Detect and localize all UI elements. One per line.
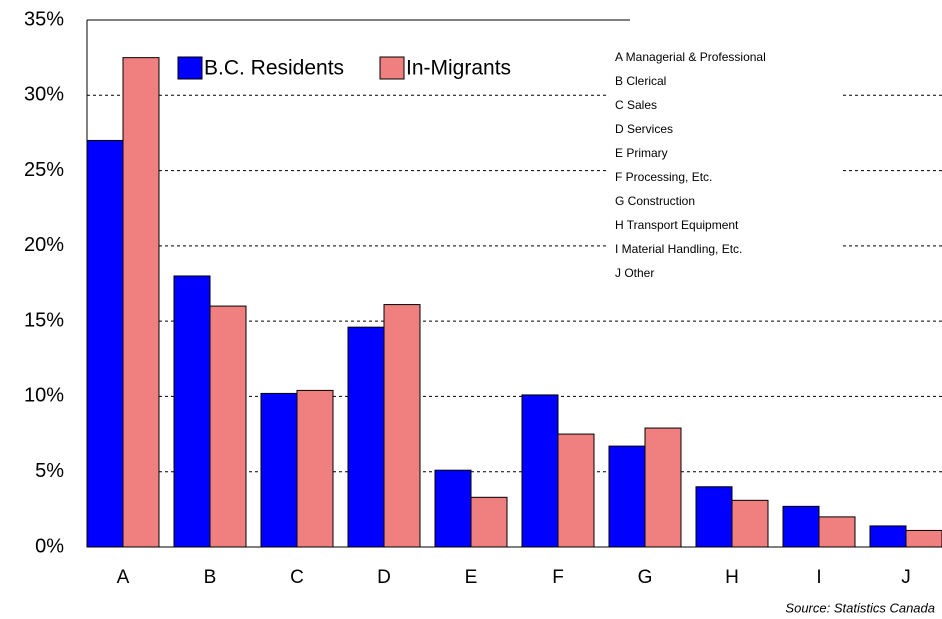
bar: [731, 499, 769, 548]
source: Source: Statistics Canada: [785, 600, 935, 615]
x-tick-label: C: [290, 567, 304, 588]
legend-swatch: [177, 56, 203, 80]
bar: [818, 516, 856, 548]
legend: B.C. Residents In-Migrants: [177, 56, 511, 80]
bar: [695, 486, 733, 548]
y-tick-label: 35%: [24, 8, 64, 30]
x-tick-label: A: [117, 567, 130, 588]
annotation: B Clerical: [615, 74, 666, 88]
annotation: D Services: [615, 122, 673, 136]
note-background: [608, 42, 840, 288]
grid: [87, 19, 942, 473]
bar: [173, 275, 211, 548]
annotation: C Sales: [615, 98, 657, 112]
bar: [608, 445, 646, 548]
x-tick-label: E: [465, 567, 478, 588]
y-tick-label: 30%: [24, 84, 64, 106]
bar: [557, 433, 595, 548]
legend-swatch: [379, 56, 405, 80]
legend-label: In-Migrants: [406, 57, 511, 80]
bar: [644, 427, 682, 548]
x-tick-label: F: [552, 567, 564, 588]
bar: [470, 496, 508, 548]
annotation: J Other: [615, 266, 654, 280]
bar: [260, 392, 298, 548]
annotation: G Construction: [615, 194, 695, 208]
y-tick-label: 20%: [24, 234, 64, 256]
legend-label: B.C. Residents: [204, 57, 344, 80]
y-tick-label: 15%: [24, 309, 64, 331]
bar: [383, 304, 421, 548]
x-tick-label: H: [725, 567, 739, 588]
annotation: A Managerial & Professional: [615, 50, 766, 64]
y-tick-label: 5%: [35, 460, 64, 482]
y-tick-label: 25%: [24, 159, 64, 181]
y-tick-label: 10%: [24, 385, 64, 407]
y-tick-label: 0%: [35, 535, 64, 557]
annotation: I Material Handling, Etc.: [615, 242, 742, 256]
x-tick-label: B: [204, 567, 217, 588]
x-tick-label: G: [638, 567, 653, 588]
bar: [869, 525, 907, 548]
bar: [296, 389, 334, 548]
bar: [434, 469, 472, 548]
annotations: A Managerial & Professional B Clerical C S…: [615, 50, 766, 280]
annotation: F Processing, Etc.: [615, 170, 712, 184]
bar: [782, 505, 820, 548]
x-tick-label: J: [901, 567, 911, 588]
annotation: H Transport Equipment: [615, 218, 739, 232]
x-tick-label: D: [377, 567, 391, 588]
bar: [905, 529, 942, 548]
bar: [521, 394, 559, 548]
bar: [86, 139, 124, 548]
x-tick-label: I: [816, 567, 821, 588]
bar: [347, 326, 385, 548]
bar: [122, 57, 160, 548]
bars: [86, 57, 942, 548]
bar: [209, 305, 247, 548]
annotation: E Primary: [615, 146, 668, 160]
